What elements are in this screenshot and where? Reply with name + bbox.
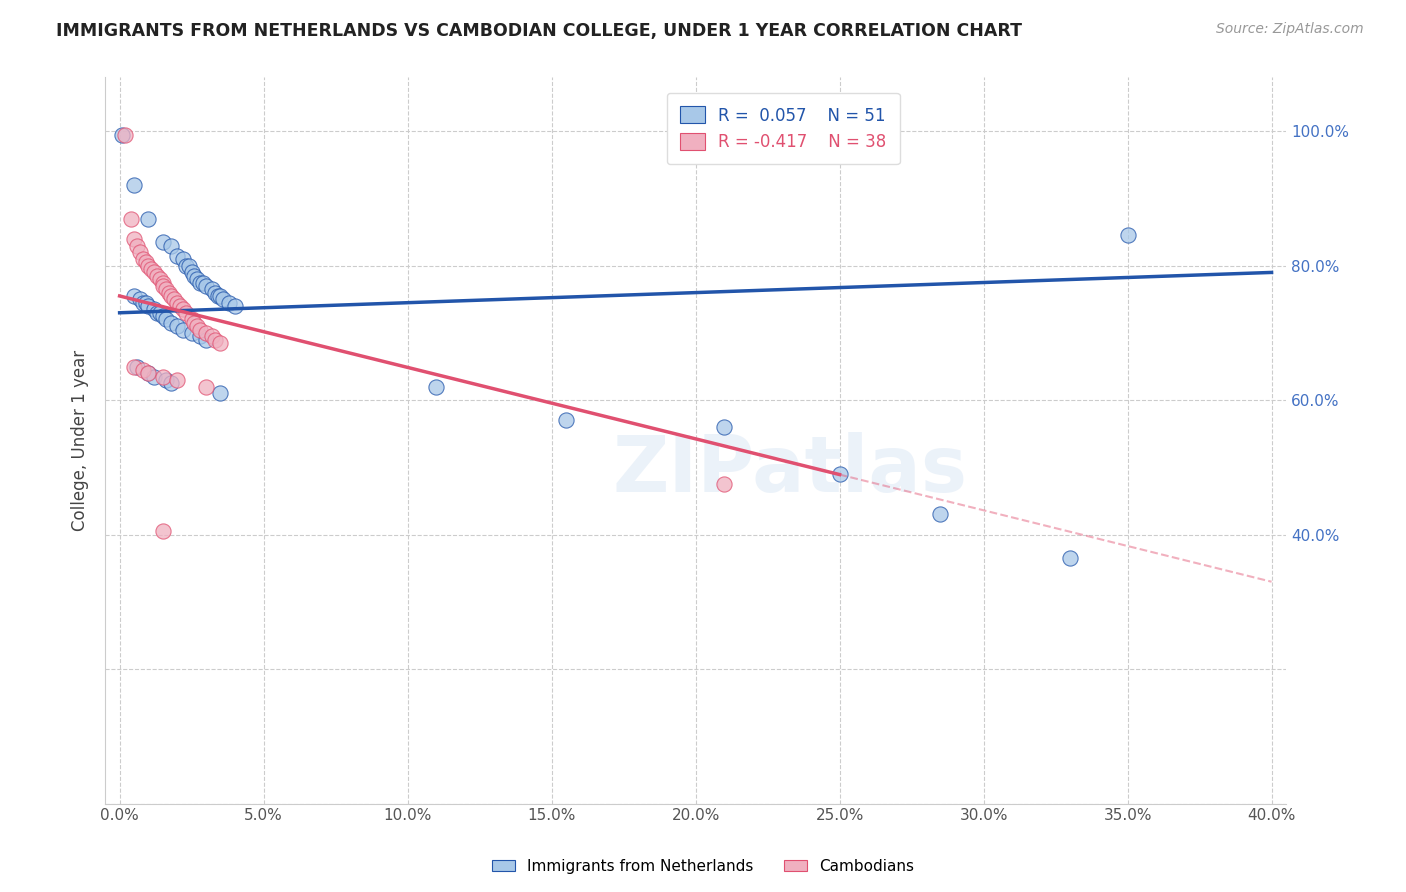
- Point: [212, 293, 235, 307]
- Point: [166, 295, 188, 310]
- Point: [135, 295, 157, 310]
- Point: [174, 306, 197, 320]
- Point: [128, 245, 150, 260]
- Point: [111, 128, 134, 142]
- Point: [135, 255, 157, 269]
- Point: [166, 249, 188, 263]
- Point: [188, 329, 211, 343]
- Point: [201, 329, 224, 343]
- Point: [128, 293, 150, 307]
- Point: [1059, 551, 1081, 566]
- Point: [146, 268, 169, 283]
- Point: [152, 524, 174, 539]
- Point: [188, 322, 211, 336]
- Point: [152, 369, 174, 384]
- Point: [138, 299, 160, 313]
- Point: [209, 336, 232, 351]
- Point: [828, 467, 851, 482]
- Point: [160, 316, 183, 330]
- Point: [169, 299, 191, 313]
- Point: [166, 319, 188, 334]
- Text: IMMIGRANTS FROM NETHERLANDS VS CAMBODIAN COLLEGE, UNDER 1 YEAR CORRELATION CHART: IMMIGRANTS FROM NETHERLANDS VS CAMBODIAN…: [56, 22, 1022, 40]
- Point: [157, 285, 180, 300]
- Point: [183, 316, 205, 330]
- Point: [180, 265, 202, 279]
- Point: [131, 252, 153, 266]
- Legend: R =  0.057    N = 51, R = -0.417    N = 38: R = 0.057 N = 51, R = -0.417 N = 38: [666, 93, 900, 164]
- Point: [138, 366, 160, 380]
- Point: [172, 322, 194, 336]
- Point: [152, 309, 174, 323]
- Point: [120, 211, 142, 226]
- Point: [131, 295, 153, 310]
- Point: [195, 333, 218, 347]
- Point: [209, 386, 232, 401]
- Point: [152, 276, 174, 290]
- Point: [152, 278, 174, 293]
- Text: Source: ZipAtlas.com: Source: ZipAtlas.com: [1216, 22, 1364, 37]
- Point: [155, 312, 177, 326]
- Point: [155, 373, 177, 387]
- Point: [166, 373, 188, 387]
- Point: [204, 333, 226, 347]
- Point: [201, 282, 224, 296]
- Point: [929, 508, 952, 522]
- Point: [131, 363, 153, 377]
- Point: [125, 238, 148, 252]
- Legend: Immigrants from Netherlands, Cambodians: Immigrants from Netherlands, Cambodians: [486, 853, 920, 880]
- Point: [177, 259, 200, 273]
- Point: [218, 295, 240, 310]
- Point: [1116, 228, 1139, 243]
- Point: [143, 369, 166, 384]
- Point: [152, 235, 174, 249]
- Point: [138, 366, 160, 380]
- Point: [224, 299, 246, 313]
- Point: [188, 276, 211, 290]
- Point: [204, 285, 226, 300]
- Point: [125, 359, 148, 374]
- Point: [138, 259, 160, 273]
- Point: [425, 380, 447, 394]
- Point: [160, 376, 183, 391]
- Point: [207, 289, 229, 303]
- Point: [180, 326, 202, 340]
- Point: [555, 413, 578, 427]
- Point: [174, 259, 197, 273]
- Point: [155, 282, 177, 296]
- Point: [160, 289, 183, 303]
- Point: [186, 319, 208, 334]
- Point: [172, 302, 194, 317]
- Point: [149, 272, 172, 286]
- Point: [146, 306, 169, 320]
- Point: [160, 238, 183, 252]
- Point: [122, 359, 145, 374]
- Point: [149, 306, 172, 320]
- Point: [122, 289, 145, 303]
- Point: [195, 326, 218, 340]
- Point: [713, 420, 735, 434]
- Point: [209, 289, 232, 303]
- Point: [138, 211, 160, 226]
- Point: [114, 128, 136, 142]
- Point: [713, 477, 735, 491]
- Point: [180, 312, 202, 326]
- Point: [183, 268, 205, 283]
- Point: [141, 262, 163, 277]
- Point: [195, 278, 218, 293]
- Point: [143, 302, 166, 317]
- Point: [143, 265, 166, 279]
- Point: [186, 272, 208, 286]
- Point: [172, 252, 194, 266]
- Point: [122, 232, 145, 246]
- Point: [195, 380, 218, 394]
- Point: [191, 276, 214, 290]
- Y-axis label: College, Under 1 year: College, Under 1 year: [72, 350, 89, 531]
- Text: ZIPatlas: ZIPatlas: [613, 432, 967, 508]
- Point: [122, 178, 145, 192]
- Point: [163, 293, 186, 307]
